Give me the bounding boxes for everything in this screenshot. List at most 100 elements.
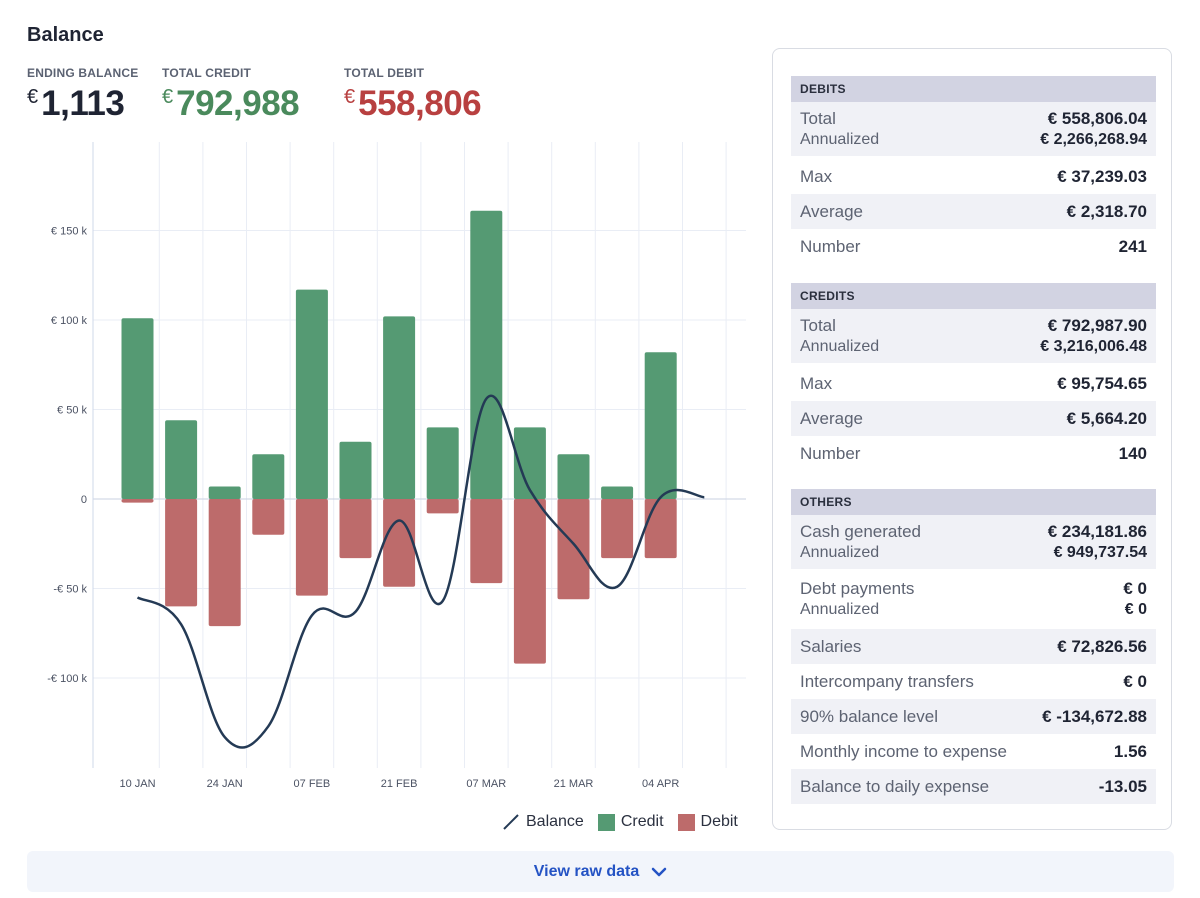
- credits-max-row: Max € 95,754.65: [791, 366, 1156, 401]
- total-debit-kpi: TOTAL DEBIT € 558,806: [344, 66, 482, 124]
- credits-max-value: € 95,754.65: [1057, 374, 1147, 393]
- credit-bar: [601, 486, 634, 499]
- y-tick-label: € 100 k: [51, 315, 88, 327]
- x-tick-label: 07 MAR: [466, 778, 506, 790]
- debits-average-label: Average: [800, 202, 864, 221]
- debit-bar: [557, 499, 590, 600]
- debits-max-value: € 37,239.03: [1057, 167, 1147, 186]
- ending-balance-label: ENDING BALANCE: [27, 66, 139, 80]
- ending-balance-kpi: ENDING BALANCE € 1,113: [27, 66, 138, 124]
- debits-number-row: Number 241: [791, 229, 1156, 264]
- credits-total-row: Total € 792,987.90 Annualized € 3,216,006.…: [791, 309, 1156, 363]
- debit-bar: [339, 499, 372, 559]
- credits-number-row: Number 140: [791, 436, 1156, 471]
- x-tick-label: 10 JAN: [119, 778, 155, 790]
- debit-bar: [383, 499, 416, 587]
- total-credit-value: 792,988: [176, 84, 300, 123]
- chevron-down-icon: [652, 867, 667, 876]
- y-tick-label: 0: [81, 494, 87, 506]
- credit-bar: [208, 486, 241, 499]
- balance-line: [136, 394, 705, 749]
- debit-bar: [601, 499, 634, 559]
- y-tick-label: -€ 50 k: [53, 584, 87, 596]
- balance-to-daily-row: Balance to daily expense -13.05: [791, 769, 1156, 804]
- debit-swatch-icon: [677, 813, 695, 831]
- credit-bar: [121, 318, 154, 499]
- salaries-value: € 72,826.56: [1057, 637, 1147, 656]
- y-tick-label: -€ 100 k: [47, 673, 87, 685]
- debt-payments-value: € 0: [1123, 579, 1147, 598]
- total-credit-kpi: TOTAL CREDIT € 792,988: [162, 66, 300, 124]
- debits-annualized-value: € 2,266,268.94: [1040, 131, 1147, 148]
- debits-average-value: € 2,318.70: [1066, 202, 1147, 221]
- chart-legend: Balance Credit Debit: [502, 813, 738, 831]
- debits-max-label: Max: [800, 167, 833, 186]
- others-header: OTHERS: [791, 489, 1156, 515]
- salaries-row: Salaries € 72,826.56: [791, 629, 1156, 664]
- debit-bar: [295, 499, 328, 596]
- debit-bar: [165, 499, 198, 607]
- cash-generated-value: € 234,181.86: [1047, 522, 1147, 541]
- cash-annualized-value: € 949,737.54: [1053, 544, 1147, 561]
- cash-annualized-label: Annualized: [800, 544, 880, 561]
- credit-bar: [426, 427, 459, 499]
- debits-total-value: € 558,806.04: [1047, 109, 1147, 128]
- debt-payments-label: Debt payments: [800, 579, 915, 598]
- debit-bar: [470, 499, 503, 584]
- debits-annualized-label: Annualized: [800, 131, 880, 148]
- intercompany-value: € 0: [1123, 672, 1147, 691]
- debit-bar: [252, 499, 285, 535]
- debits-header: DEBITS: [791, 76, 1156, 102]
- x-tick-label: 07 FEB: [294, 778, 331, 790]
- credit-swatch-icon: [597, 813, 615, 831]
- income-to-expense-value: 1.56: [1113, 742, 1147, 761]
- legend-balance-label: Balance: [526, 813, 584, 830]
- debit-bar: [208, 499, 241, 627]
- view-raw-data-button[interactable]: View raw data: [27, 851, 1174, 892]
- debits-max-row: Max € 37,239.03: [791, 159, 1156, 194]
- total-credit-currency: €: [162, 86, 174, 108]
- ending-balance-currency: €: [27, 86, 39, 108]
- credit-bar: [295, 289, 328, 499]
- income-to-expense-row: Monthly income to expense 1.56: [791, 734, 1156, 769]
- legend-item-balance[interactable]: Balance: [502, 813, 584, 831]
- legend-credit-label: Credit: [620, 813, 664, 830]
- total-debit-value: 558,806: [358, 84, 482, 123]
- legend-debit-label: Debit: [700, 813, 738, 830]
- salaries-label: Salaries: [800, 637, 862, 656]
- cash-generated-label: Cash generated: [800, 522, 921, 541]
- intercompany-row: Intercompany transfers € 0: [791, 664, 1156, 699]
- debit-bar: [121, 499, 154, 503]
- credits-number-label: Number: [800, 444, 861, 463]
- credits-average-label: Average: [800, 409, 864, 428]
- credits-average-value: € 5,664.20: [1066, 409, 1147, 428]
- credit-bar: [165, 420, 198, 499]
- debits-total-label: Total: [800, 109, 836, 128]
- credits-average-row: Average € 5,664.20: [791, 401, 1156, 436]
- credit-bar: [513, 427, 546, 499]
- credit-bar: [557, 454, 590, 499]
- x-tick-label: 04 APR: [642, 778, 679, 790]
- x-tick-label: 21 FEB: [381, 778, 418, 790]
- y-tick-label: € 50 k: [57, 405, 87, 417]
- balance-to-daily-value: -13.05: [1098, 777, 1147, 796]
- credit-bar: [383, 316, 416, 499]
- credits-annualized-value: € 3,216,006.48: [1040, 338, 1147, 355]
- intercompany-label: Intercompany transfers: [800, 672, 974, 691]
- balance-to-daily-label: Balance to daily expense: [800, 777, 990, 796]
- debits-average-row: Average € 2,318.70: [791, 194, 1156, 229]
- legend-item-credit[interactable]: Credit: [597, 813, 664, 831]
- legend-item-debit[interactable]: Debit: [677, 813, 738, 831]
- credit-bar: [644, 352, 677, 499]
- ending-balance-value: 1,113: [41, 84, 125, 123]
- credit-bar: [252, 454, 285, 499]
- debit-bar: [513, 499, 546, 664]
- credits-header: CREDITS: [791, 283, 1156, 309]
- balance-level-value: € -134,672.88: [1042, 707, 1147, 726]
- page-title: Balance: [27, 24, 104, 46]
- balance-level-label: 90% balance level: [800, 707, 938, 726]
- credits-total-value: € 792,987.90: [1047, 316, 1147, 335]
- debit-bar: [426, 499, 459, 514]
- total-debit-label: TOTAL DEBIT: [344, 66, 425, 80]
- cash-generated-row: Cash generated € 234,181.86 Annualized € 9…: [791, 515, 1156, 569]
